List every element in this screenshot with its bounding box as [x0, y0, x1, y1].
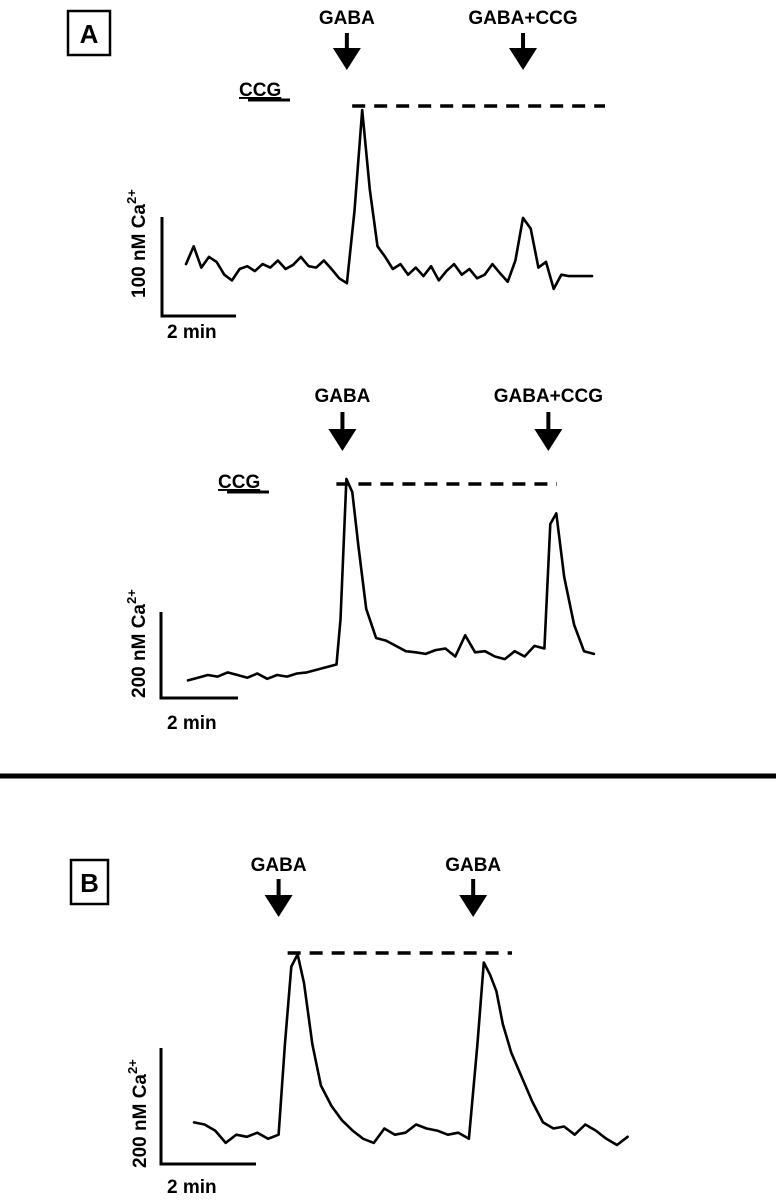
stimulus-arrow-2: GABA+CCG [468, 8, 578, 70]
arrow-label: GABA [314, 386, 370, 407]
concentration-label-main: 200 nM Ca [130, 1074, 151, 1168]
scale-bar-lines [159, 612, 238, 700]
arrow-label: GABA [251, 855, 307, 876]
stimulus-arrow-1: GABA [251, 855, 307, 917]
scale-bar: 2 min 200 nM Ca2+ [125, 1048, 256, 1198]
panel-a-letter: A [80, 19, 99, 49]
arrow-down-icon [459, 895, 488, 917]
panel-b-label-box: B [69, 858, 110, 906]
arrow-down-icon [332, 48, 361, 70]
ccg-bar-label: CCG [239, 80, 281, 101]
concentration-scale-label: 100 nM Ca2+ [124, 189, 150, 298]
concentration-label-main: 100 nM Ca [129, 204, 150, 298]
concentration-label-main: 200 nM Ca [129, 604, 150, 698]
calcium-trace-line [184, 108, 594, 291]
trace-chart-1: GABA GABA+CCG CCG 2 min 100 nM Ca2+ [124, 8, 605, 343]
arrow-down-icon [264, 895, 293, 917]
concentration-label-superscript: 2+ [125, 1059, 140, 1074]
calcium-trace-line [186, 477, 596, 682]
stimulus-arrow-1: GABA [314, 386, 371, 451]
concentration-label-superscript: 2+ [124, 589, 139, 604]
arrow-label: GABA+CCG [468, 8, 577, 29]
stimulus-arrow-2: GABA [445, 855, 501, 917]
time-scale-label: 2 min [167, 713, 217, 734]
arrow-label: GABA [319, 8, 375, 29]
panel-a-label-box: A [66, 9, 112, 57]
time-scale-label: 2 min [167, 1177, 217, 1198]
trace-chart-2: GABA GABA+CCG CCG 2 min 200 nM Ca2+ [124, 386, 603, 734]
scale-bar-lines [160, 217, 236, 318]
concentration-scale-label: 200 nM Ca2+ [124, 589, 150, 698]
arrow-down-icon [328, 429, 357, 451]
scale-bar-lines [159, 1048, 256, 1166]
stimulus-arrow-2: GABA+CCG [494, 386, 603, 451]
calcium-trace-line [192, 953, 629, 1147]
concentration-scale-label: 200 nM Ca2+ [125, 1059, 151, 1168]
scale-bar: 2 min 100 nM Ca2+ [124, 189, 236, 343]
ccg-application-bar: CCG [239, 80, 290, 102]
scale-bar: 2 min 200 nM Ca2+ [124, 589, 238, 734]
arrow-down-icon [534, 429, 563, 451]
concentration-label-superscript: 2+ [124, 189, 139, 204]
panel-b-letter: B [80, 868, 99, 898]
arrow-label: GABA [445, 855, 501, 876]
ccg-application-bar: CCG [218, 472, 269, 494]
arrow-down-icon [509, 48, 538, 70]
stimulus-arrow-1: GABA [319, 8, 375, 70]
trace-chart-3: GABA GABA 2 min 200 nM Ca2+ [125, 855, 629, 1198]
ccg-bar-label: CCG [218, 472, 260, 493]
arrow-label: GABA+CCG [494, 386, 603, 407]
time-scale-label: 2 min [167, 322, 217, 343]
